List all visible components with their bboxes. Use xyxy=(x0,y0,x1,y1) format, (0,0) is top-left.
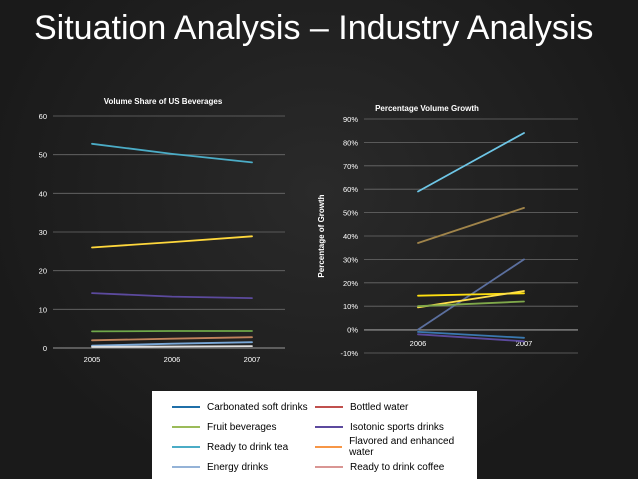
x-tick-label: 2005 xyxy=(84,355,101,364)
legend-item: Flavored and enhanced water xyxy=(315,436,477,458)
y-tick-label: 0% xyxy=(347,326,358,335)
legend-swatch xyxy=(315,466,343,468)
volume-growth-chart: Percentage Volume Growth Percentage of Gr… xyxy=(317,104,578,358)
legend-item: Ready to drink coffee xyxy=(315,457,444,477)
chart-title: Percentage Volume Growth xyxy=(375,104,479,113)
series-line xyxy=(417,330,525,339)
legend-item: Carbonated soft drinks xyxy=(172,397,308,417)
series-line xyxy=(91,292,253,300)
y-tick-label: 60 xyxy=(39,112,47,121)
series-line xyxy=(417,132,525,193)
series-line xyxy=(91,345,253,348)
y-tick-label: 0 xyxy=(43,344,47,353)
legend-label: Ready to drink tea xyxy=(207,441,289,453)
y-tick-label: 50 xyxy=(39,151,47,160)
x-tick-label: 2006 xyxy=(410,339,427,348)
y-tick-label: 30% xyxy=(343,255,358,264)
y-tick-label: 40 xyxy=(39,189,47,198)
y-tick-label: -10% xyxy=(340,349,358,358)
legend-item: Isotonic sports drinks xyxy=(315,417,444,437)
legend-label: Isotonic sports drinks xyxy=(350,421,444,433)
y-tick-label: 80% xyxy=(343,138,358,147)
legend-item: Energy drinks xyxy=(172,457,268,477)
legend-swatch xyxy=(172,426,200,428)
y-tick-label: 10 xyxy=(39,305,47,314)
legend-label: Ready to drink coffee xyxy=(350,461,445,473)
slide-title: Situation Analysis – Industry Analysis xyxy=(34,9,594,47)
legend-swatch xyxy=(172,446,200,448)
y-tick-label: 90% xyxy=(343,115,358,124)
chart-legend: Carbonated soft drinks Bottled water Fru… xyxy=(152,391,477,479)
x-tick-label: 2007 xyxy=(516,339,533,348)
y-tick-label: 40% xyxy=(343,232,358,241)
series-line xyxy=(417,207,525,244)
y-tick-label: 20 xyxy=(39,267,47,276)
legend-swatch xyxy=(315,406,343,408)
y-tick-label: 30 xyxy=(39,228,47,237)
y-tick-label: 20% xyxy=(343,279,358,288)
y-tick-label: 10% xyxy=(343,302,358,311)
y-tick-label: 50% xyxy=(343,209,358,218)
y-tick-label: 70% xyxy=(343,162,358,171)
legend-item: Fruit beverages xyxy=(172,417,276,437)
x-tick-label: 2006 xyxy=(164,355,181,364)
legend-swatch xyxy=(315,446,343,448)
y-tick-label: 60% xyxy=(343,185,358,194)
legend-label: Bottled water xyxy=(350,401,409,413)
series-line xyxy=(91,336,253,342)
legend-swatch xyxy=(315,426,343,428)
legend-label: Carbonated soft drinks xyxy=(207,401,308,413)
chart-title: Volume Share of US Beverages xyxy=(104,97,223,106)
legend-label: Fruit beverages xyxy=(207,421,277,433)
series-line xyxy=(417,333,525,343)
x-tick-label: 2007 xyxy=(244,355,261,364)
series-line xyxy=(91,235,253,249)
series-line xyxy=(91,341,253,347)
legend-item: Ready to drink tea xyxy=(172,437,288,457)
y-axis-label: Percentage of Growth xyxy=(317,194,326,277)
volume-share-chart: Volume Share of US Beverages 0 10 20 30 40 50 6… xyxy=(39,97,285,364)
legend-label: Flavored and enhanced water xyxy=(349,436,455,458)
legend-item: Bottled water xyxy=(315,397,408,417)
legend-swatch xyxy=(172,466,200,468)
legend-swatch xyxy=(172,406,200,408)
legend-label: Energy drinks xyxy=(207,461,269,473)
series-line xyxy=(91,142,253,164)
series-line xyxy=(417,300,525,308)
